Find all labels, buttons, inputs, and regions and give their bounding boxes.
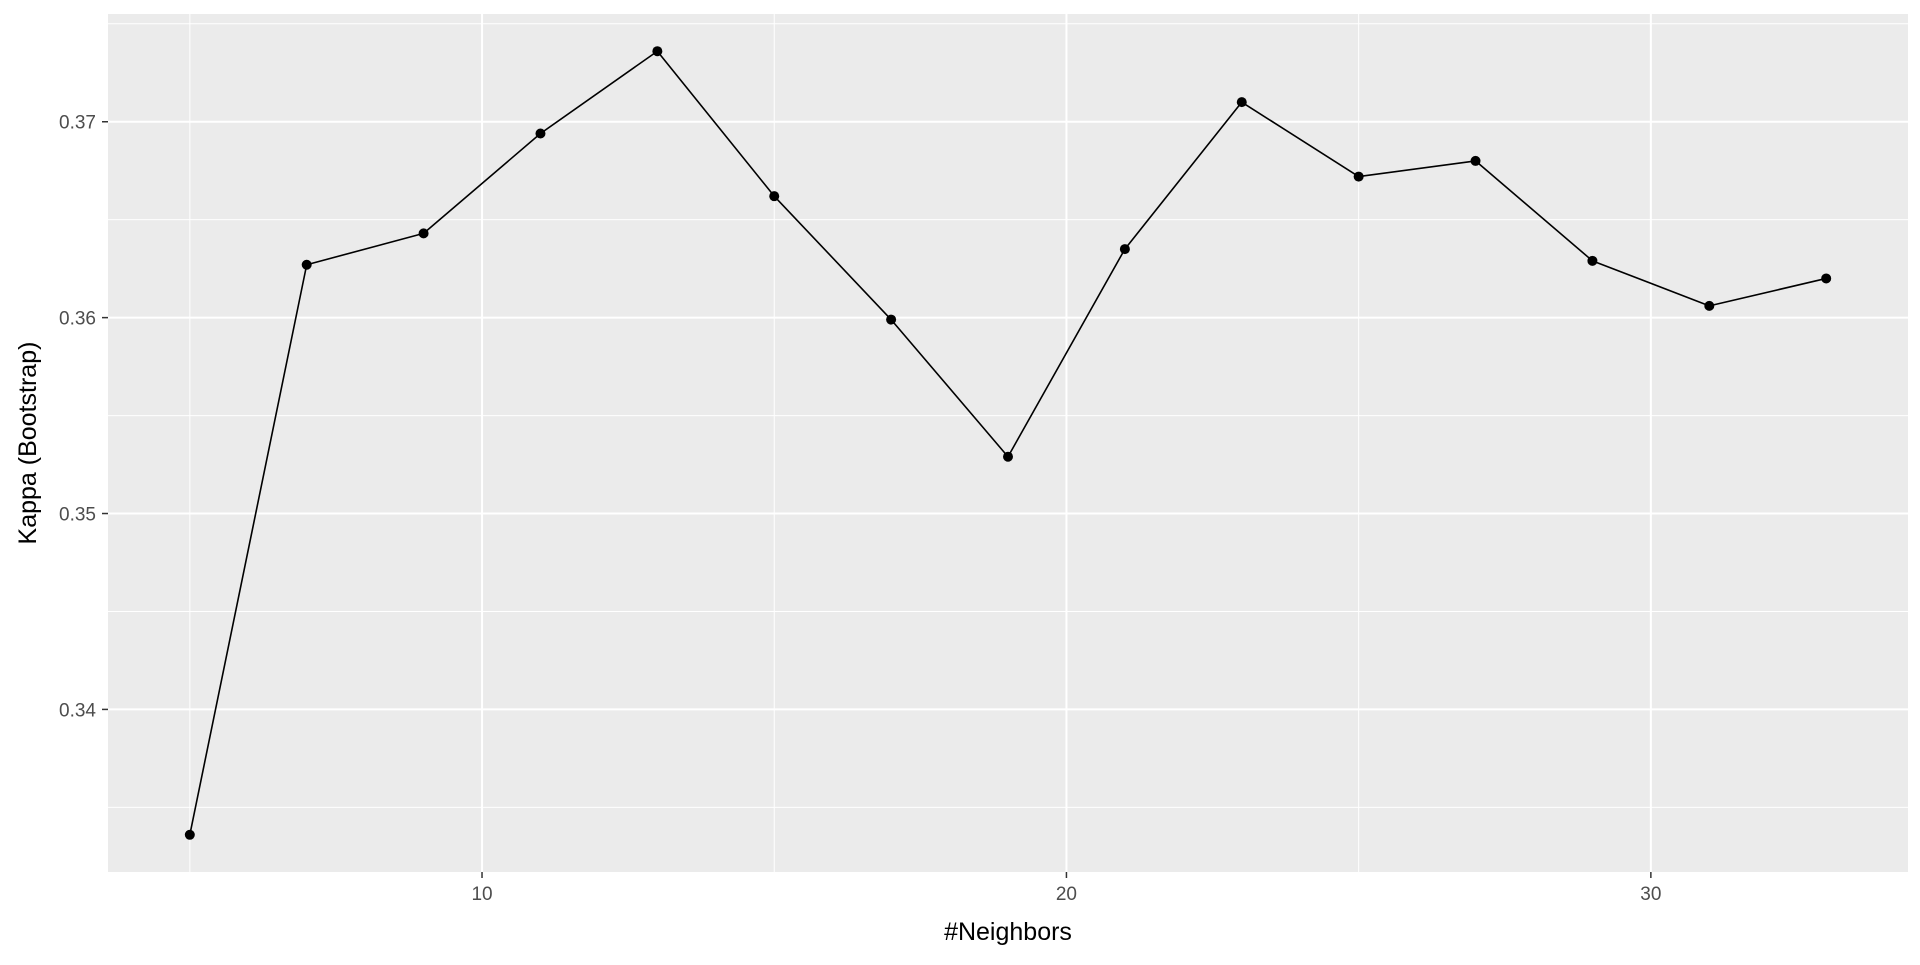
x-tick-label: 30 [1640, 884, 1661, 905]
y-tick-label: 0.35 [59, 505, 96, 526]
data-point [1353, 171, 1364, 182]
y-tick-label: 0.37 [59, 113, 96, 134]
data-point [301, 259, 312, 270]
y-tick-label: 0.34 [59, 700, 96, 721]
data-point [1821, 273, 1832, 284]
data-point [652, 46, 663, 57]
y-axis-title: Kappa (Bootstrap) [14, 342, 42, 545]
data-point [535, 128, 546, 139]
data-point [1470, 155, 1481, 166]
x-axis-ticks: 10 20 30 [471, 872, 1661, 905]
data-point [1704, 300, 1715, 311]
data-point [1003, 451, 1013, 462]
minor-gridlines [108, 14, 1908, 872]
x-tick-label: 20 [1056, 884, 1077, 905]
y-axis-ticks: 0.34 0.35 0.36 0.37 [59, 113, 108, 721]
data-point [1587, 255, 1598, 266]
data-point [184, 829, 195, 840]
data-point [1119, 244, 1130, 255]
data-point [418, 228, 429, 239]
y-tick-label: 0.36 [59, 309, 96, 330]
data-point [769, 191, 780, 202]
plot-panel [108, 14, 1908, 872]
data-point [886, 314, 897, 325]
data-point [1236, 97, 1247, 108]
x-tick-label: 10 [471, 884, 492, 905]
data-points [184, 46, 1832, 840]
major-gridlines [108, 14, 1908, 872]
x-axis-title: #Neighbors [944, 918, 1072, 946]
